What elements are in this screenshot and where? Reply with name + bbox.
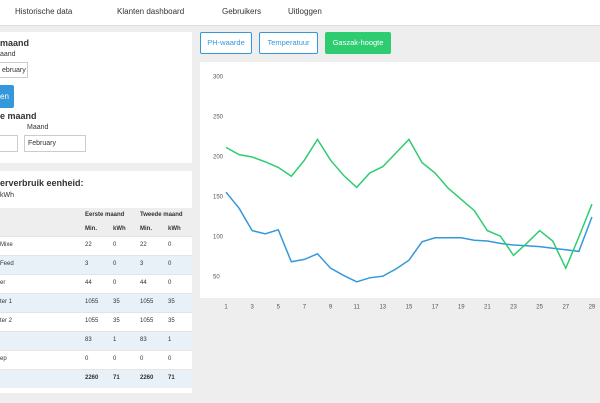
td: 3 [140,261,144,267]
nav-link[interactable]: Gebruikers [222,7,262,16]
table-row [0,293,192,312]
td: 44 [85,280,92,286]
panel-title: maand [0,38,30,48]
tab[interactable]: Temperatuur [259,32,318,54]
td: 0 [168,261,172,267]
td: 2260 [85,375,99,381]
td: ep [0,356,7,362]
td: 0 [168,242,172,248]
x-tick-label: 29 [589,305,596,311]
x-tick-label: 21 [484,305,491,311]
td: 0 [113,242,117,248]
x-tick-label: 13 [379,305,386,311]
table-row [0,369,192,388]
td: 35 [113,299,120,305]
y-tick-label: 100 [213,235,224,241]
select[interactable]: ebruary [0,62,28,78]
th: Min. [85,226,97,232]
td: Mixe [0,242,13,248]
td: 35 [168,299,175,305]
nav-link[interactable]: Historische data [15,7,73,16]
td: 1 [168,337,172,343]
td: 71 [113,375,120,381]
usage-table: Eerste maand Tweede maand Min. kWh Min. kWh Mi… [0,208,192,393]
td: 2260 [140,375,154,381]
table-row [0,331,192,350]
x-tick-label: 3 [250,305,254,311]
th: kWh [113,226,126,232]
td: 0 [168,280,172,286]
y-tick-label: 200 [213,155,224,161]
table-row [0,255,192,274]
y-tick-label: 150 [213,195,224,201]
label: aand [0,51,16,58]
x-tick-label: 7 [303,305,307,311]
line-series [225,137,593,271]
select[interactable]: February [24,135,86,152]
td: 0 [140,356,144,362]
unit: kWh [0,192,14,199]
nav-link[interactable]: Klanten dashboard [117,7,185,16]
td: 1055 [140,299,154,305]
table-row [0,236,192,255]
y-tick-label: 250 [213,115,224,121]
td: 22 [85,242,92,248]
label: Maand [27,124,49,131]
chart-panel [200,62,600,298]
x-tick-label: 17 [432,305,439,311]
td: 1055 [85,318,99,324]
th: Min. [140,226,152,232]
x-tick-label: 5 [277,305,281,311]
button[interactable]: en [0,85,14,108]
td: 0 [113,356,117,362]
y-tick-label: 50 [213,275,220,281]
td: 35 [113,318,120,324]
tab-active[interactable]: Gaszak-hoogte [325,32,391,54]
line-series [225,191,593,283]
table-header-bg [0,208,192,236]
x-tick-label: 15 [406,305,413,311]
td: 1055 [140,318,154,324]
nav-link[interactable]: Uitloggen [288,7,322,16]
input[interactable] [0,135,18,152]
td: 1 [113,337,117,343]
td: 1055 [85,299,99,305]
x-tick-label: 25 [536,305,543,311]
tab[interactable]: PH-waarde [200,32,252,54]
table-row [0,312,192,331]
th: Eerste maand [85,212,125,218]
td: 83 [85,337,92,343]
x-tick-label: 9 [329,305,333,311]
td: 22 [140,242,147,248]
x-tick-label: 11 [354,305,361,311]
panel-title: e maand [0,111,37,121]
td: 0 [113,280,117,286]
td: 44 [140,280,147,286]
td: er [0,280,6,286]
navbar: Historische data Klanten dashboard Gebru… [0,0,600,26]
td: ter 1 [0,299,13,305]
td: ter 2 [0,318,13,324]
y-tick-label: 300 [213,75,224,81]
th: Tweede maand [140,212,183,218]
x-tick-label: 23 [510,305,517,311]
x-tick-label: 27 [562,305,569,311]
table-row [0,350,192,369]
td: 3 [85,261,89,267]
td: 83 [140,337,147,343]
th: kWh [168,226,181,232]
td: Feed [0,261,14,267]
table-row [0,274,192,293]
x-tick-label: 19 [458,305,465,311]
td: 0 [85,356,89,362]
x-tick-label: 1 [224,305,228,311]
td: 0 [113,261,117,267]
td: 0 [168,356,172,362]
panel-title: erverbruik eenheid: [0,178,84,188]
td: 71 [168,375,175,381]
td: 35 [168,318,175,324]
